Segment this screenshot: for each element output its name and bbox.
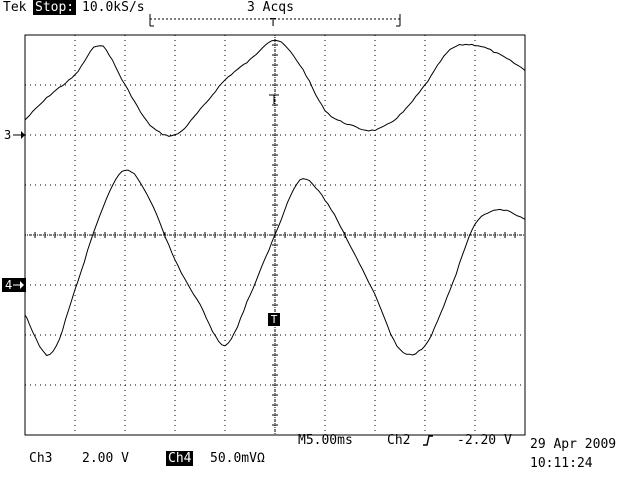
waveform-trace-1 <box>24 39 526 137</box>
acquisition-count: 3 Acqs <box>247 0 294 15</box>
record-position-bracket: T <box>149 14 401 29</box>
horizontal-position-marker <box>269 94 279 104</box>
horizontal-scale: M5.00ms <box>298 433 353 448</box>
ch3-ground-marker: 3 <box>4 128 25 142</box>
ch4-ground-marker: 4 <box>2 278 26 292</box>
rising-edge-icon <box>423 435 433 446</box>
waveform-traces <box>24 39 526 357</box>
trigger-level-marker: T <box>268 313 280 326</box>
waveform-trace-2 <box>24 169 526 357</box>
svg-text:3: 3 <box>4 128 11 142</box>
capture-time: 10:11:24 <box>530 456 593 471</box>
trigger-position-marker: T <box>270 16 277 29</box>
trigger-source: Ch2 <box>387 433 411 448</box>
svg-text:T: T <box>271 313 278 326</box>
brand-label: Tek <box>3 0 27 15</box>
run-state-badge: Stop: <box>33 0 77 15</box>
svg-text:4: 4 <box>5 278 12 292</box>
capture-date: 29 Apr 2009 <box>530 437 617 452</box>
ch3-label: Ch3 <box>29 451 53 466</box>
ch4-scale: 50.0mVΩ <box>210 451 265 466</box>
sample-rate: 10.0kS/s <box>82 0 145 15</box>
trigger-level: -2.20 V <box>457 433 512 448</box>
ch4-label: Ch4 <box>166 451 194 466</box>
ch3-scale: 2.00 V <box>82 451 129 466</box>
